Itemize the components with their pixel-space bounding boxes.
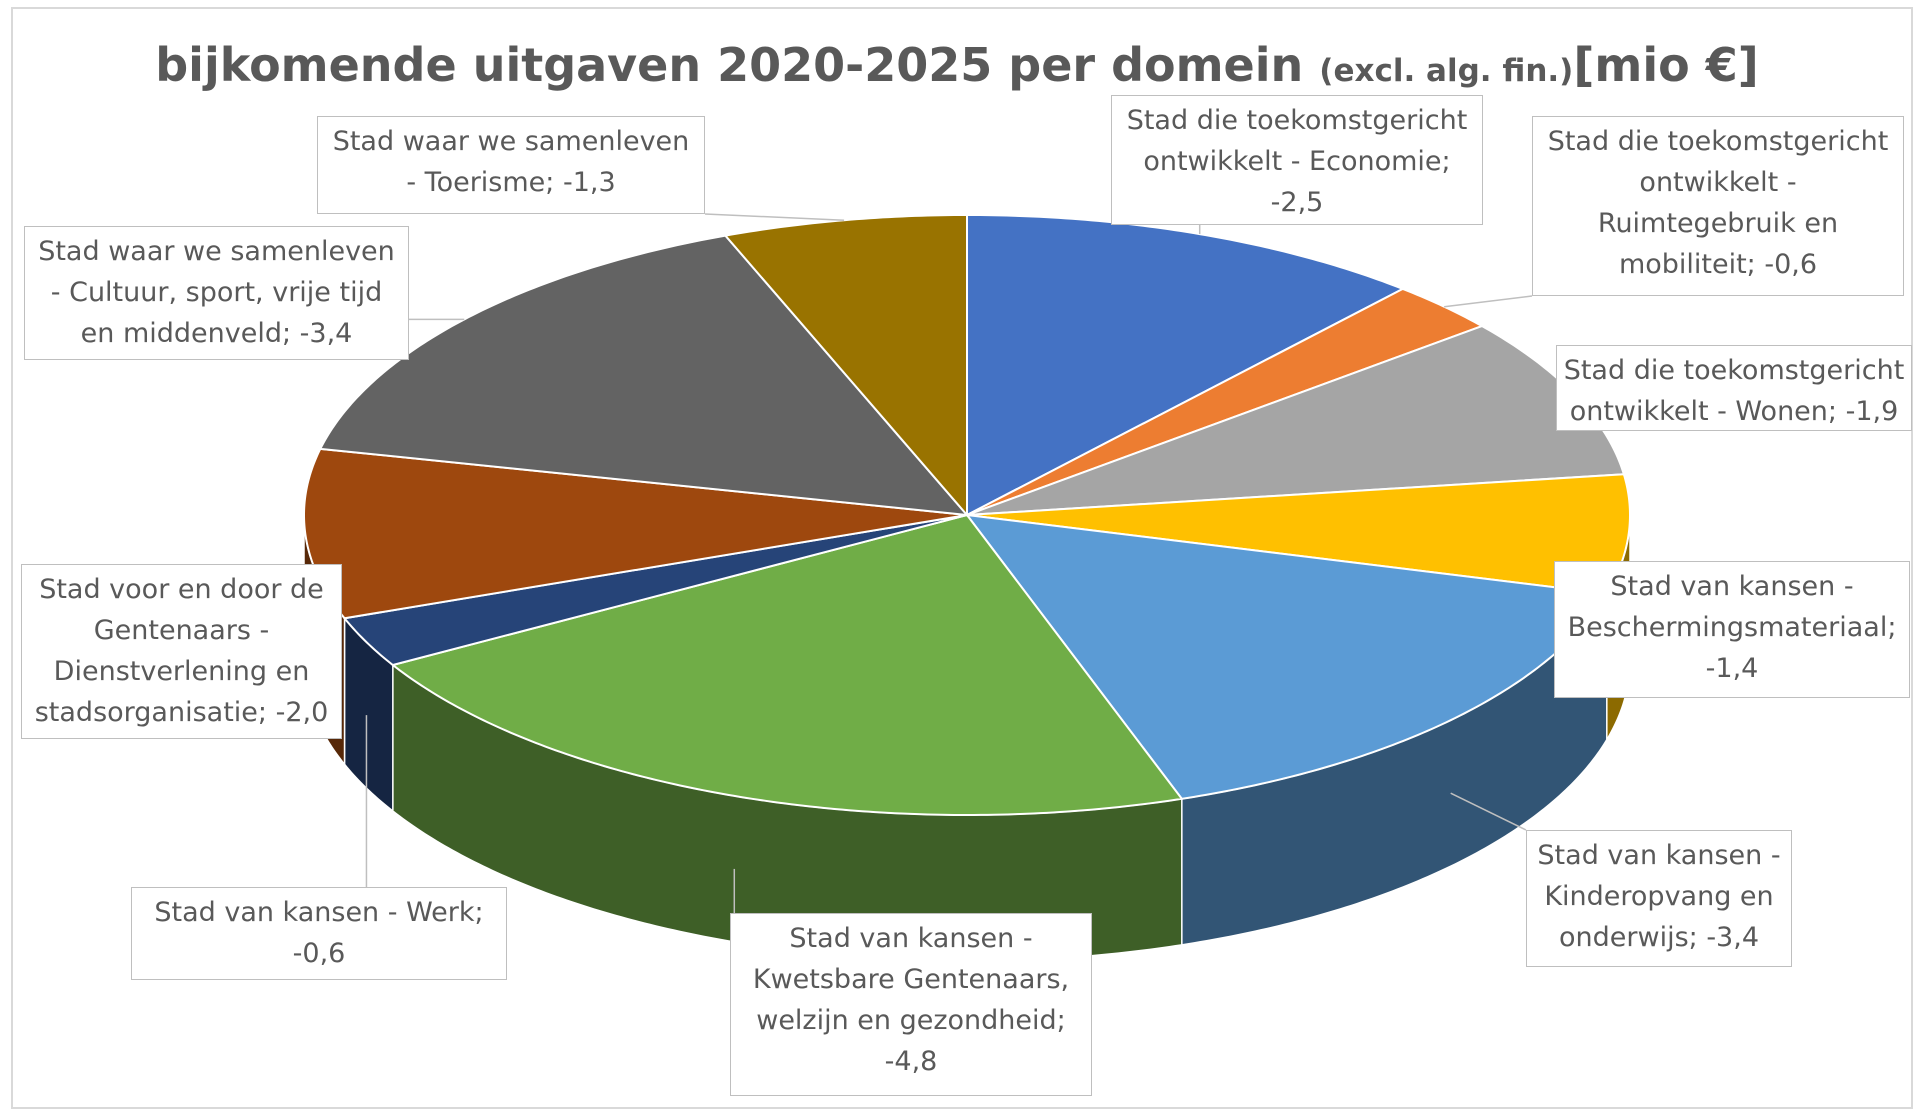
title-block: bijkomende uitgaven 2020-2025 per domein… <box>0 38 1914 92</box>
data-label: Stad voor en door de Gentenaars - Dienst… <box>21 564 342 739</box>
data-label: Stad die toekomstgericht ontwikkelt - Ru… <box>1532 116 1904 296</box>
data-label: Stad van kansen - Werk; -0,6 <box>131 887 507 980</box>
data-label: Stad van kansen - Kwetsbare Gentenaars, … <box>730 913 1092 1096</box>
data-label: Stad van kansen - Beschermingsmateriaal;… <box>1554 561 1910 698</box>
data-label: Stad waar we samenleven - Cultuur, sport… <box>24 226 409 360</box>
chart-subtitle: (excl. alg. fin.) <box>1319 53 1574 89</box>
chart-unit: [mio €] <box>1573 38 1759 92</box>
slice <box>966 287 1485 516</box>
leader-line <box>704 213 845 221</box>
slice <box>390 513 1184 817</box>
leader-line <box>1450 792 1527 831</box>
data-label: Stad van kansen - Kinderopvang en onderw… <box>1526 830 1792 967</box>
frame <box>11 7 1913 1109</box>
chart-title: bijkomende uitgaven 2020-2025 per domein <box>155 38 1304 92</box>
data-label: Stad waar we samenleven - Toerisme; -1,3 <box>317 116 705 214</box>
data-label: Stad die toekomstgericht ontwikkelt - Wo… <box>1556 345 1912 431</box>
slice <box>342 514 968 667</box>
leader-line <box>1444 295 1533 308</box>
data-label: Stad die toekomstgericht ontwikkelt - Ec… <box>1111 95 1483 225</box>
